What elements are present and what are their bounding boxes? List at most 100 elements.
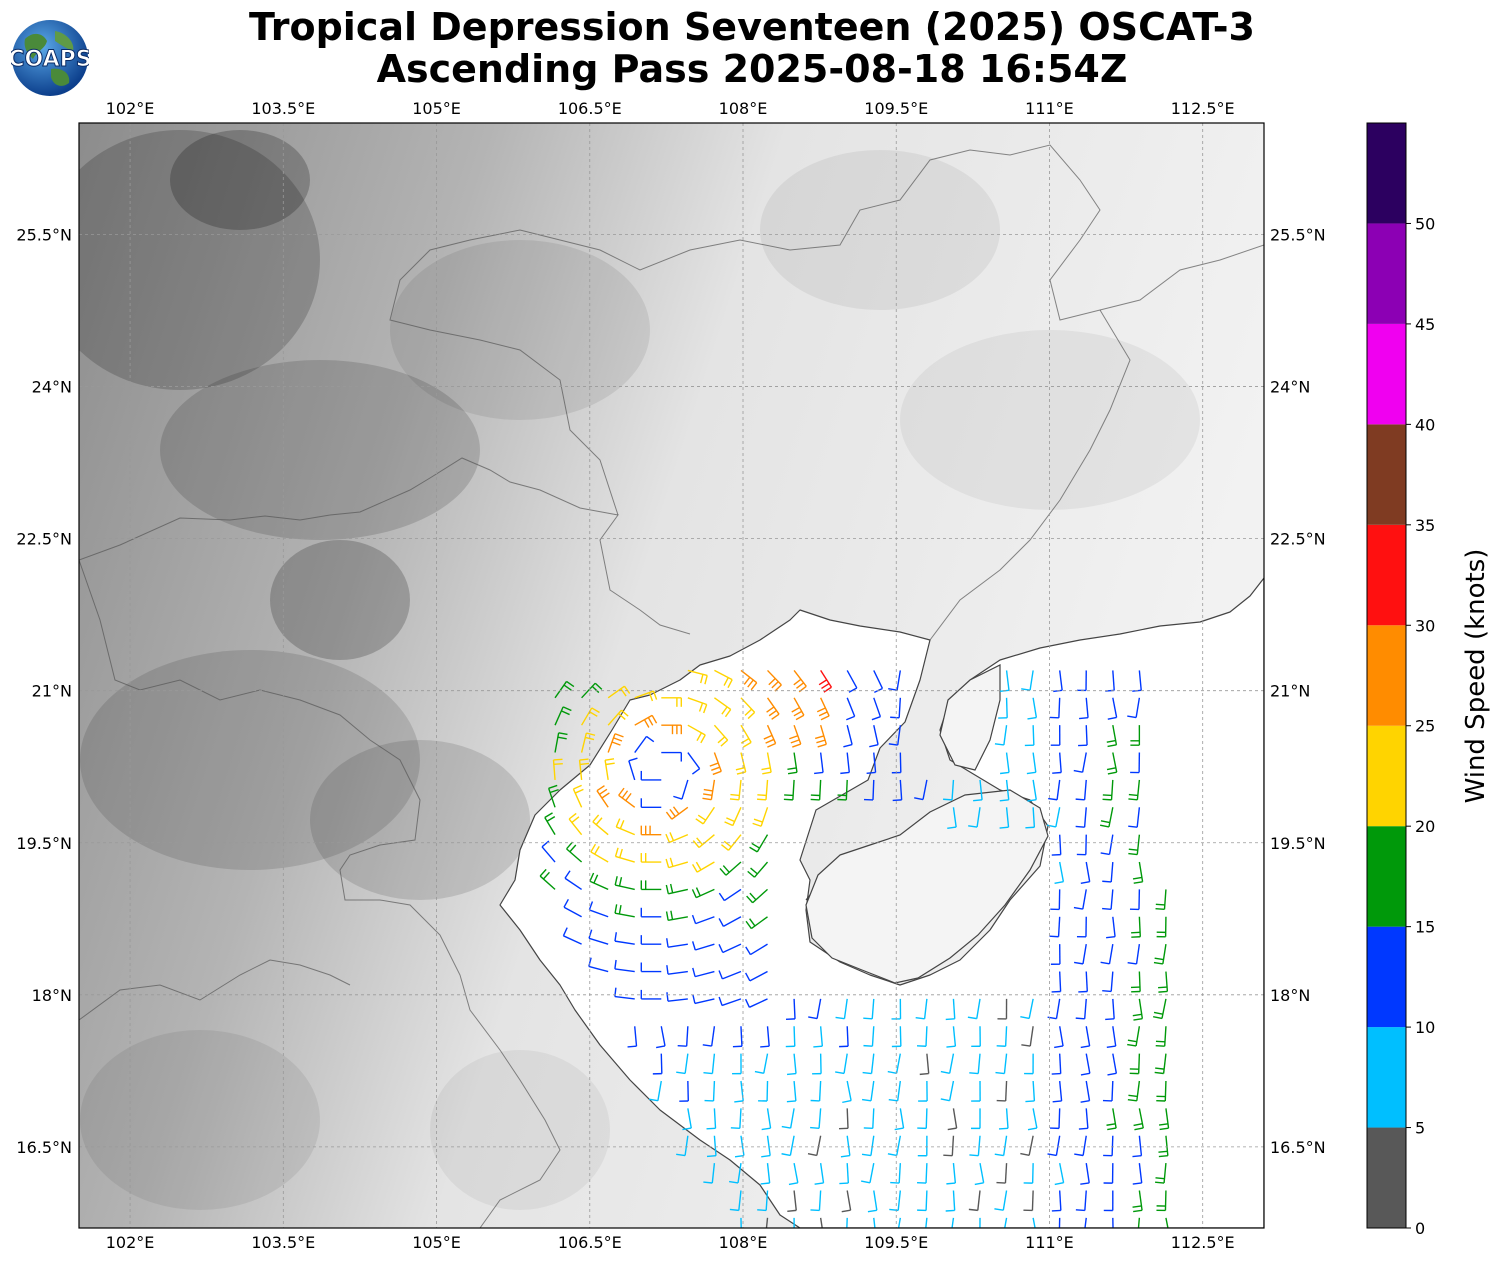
wind-barb [1102,779,1114,801]
lon-tick-top: 111°E [1025,99,1074,118]
wind-barb [861,1162,875,1184]
wind-barb [640,907,662,918]
wind-barb [665,883,688,895]
wind-barb [1078,725,1088,747]
wind-barb [841,1190,852,1213]
wind-barb [767,669,782,692]
wind-barb [640,770,662,781]
wind-barb [918,1080,928,1102]
wind-barb [786,1080,797,1103]
wind-barb [947,807,957,830]
wind-barb [867,1190,878,1213]
wind-barb [665,857,689,869]
wind-barb [1128,807,1141,828]
wind-barb [1155,1163,1167,1184]
chart-title-line1: Tropical Depression Seventeen (2025) OSC… [249,5,1255,49]
lon-tick-bottom: 112.5°E [1171,1233,1235,1252]
map-axes: 102°E 102°E 103.5°E 103.5°E 105°E 105°E 106.5°… [16,99,1325,1252]
wind-barb [760,1026,770,1048]
wind-barb [734,1135,745,1158]
wind-barb [1102,1080,1114,1102]
colorbar-segment [1367,1127,1406,1228]
wind-barb [994,1135,1008,1157]
lon-tick-top: 112.5°E [1171,99,1235,118]
wind-barb [588,901,609,918]
wind-barb [703,1053,716,1075]
wind-barb [756,779,769,801]
wind-barb [761,752,772,775]
wind-barb [807,1135,822,1157]
wind-barb [588,929,609,945]
wind-barb [640,853,662,863]
wind-barb [706,1108,717,1130]
wind-barb [916,1026,928,1047]
lon-tick-bottom: 105°E [412,1233,461,1252]
wind-barb [1100,834,1114,856]
wind-barb [1023,1163,1034,1184]
wind-barb [838,1108,849,1130]
wind-barb [634,735,655,753]
wind-barb [1132,861,1144,884]
map-area [79,123,1264,1228]
wind-barb [914,779,928,801]
wind-barb [869,725,879,748]
wind-barb [713,697,732,718]
wind-barb [971,1081,981,1102]
wind-barb [735,752,747,775]
wind-barb [810,779,822,801]
wind-barb [1073,944,1087,965]
colorbar-tick-label: 45 [1415,315,1435,334]
wind-barb [1158,971,1169,993]
wind-barb [835,1053,848,1075]
wind-barb [548,784,559,808]
wind-barb [818,670,833,693]
colorbar-segment [1367,625,1406,726]
wind-barb [607,709,629,726]
wind-barb [863,998,875,1020]
wind-barb [863,779,875,801]
wind-barb [615,818,635,836]
wind-barb [745,943,768,956]
wind-barb [1107,697,1118,720]
wind-barb [839,1026,849,1048]
wind-barb [691,861,715,873]
lat-tick-left: 22.5°N [16,530,72,549]
wind-barb [1049,916,1061,938]
colorbar-tick-label: 0 [1415,1219,1425,1238]
wind-barb [652,1053,663,1075]
wind-barb [866,752,877,774]
wind-barb [740,724,752,748]
lon-tick-bottom: 111°E [1025,1233,1074,1252]
wind-barb [1051,971,1062,993]
wind-barb [917,1135,928,1157]
colorbar-tick-label: 35 [1415,516,1435,535]
wind-barb [607,733,624,753]
wind-barb [1156,1190,1167,1212]
wind-barb [568,812,583,836]
wind-barb [787,752,798,775]
wind-barb [1076,834,1087,856]
wind-barb [1103,1190,1114,1212]
wind-barb [789,724,802,748]
lat-tick-right: 24°N [1270,378,1310,397]
wind-barb [718,888,742,902]
wind-barb [564,870,582,890]
wind-barb [1080,1026,1091,1049]
wind-barb [1051,834,1062,856]
wind-barb [607,685,631,699]
wind-barb [656,1026,666,1049]
wind-barb [1021,1026,1034,1047]
wind-barb [946,1026,957,1048]
wind-barb [676,1135,689,1157]
borders [79,144,1264,1228]
wind-barb [1050,944,1061,965]
wind-barb [1025,1080,1036,1103]
wind-barb [562,927,582,945]
wind-barb [761,1135,771,1158]
wind-barb [812,1053,822,1075]
wind-barb [968,807,981,828]
wind-barb [791,697,805,721]
wind-barb [1102,971,1114,993]
wind-barb [888,670,902,691]
wind-barb [814,1163,825,1185]
